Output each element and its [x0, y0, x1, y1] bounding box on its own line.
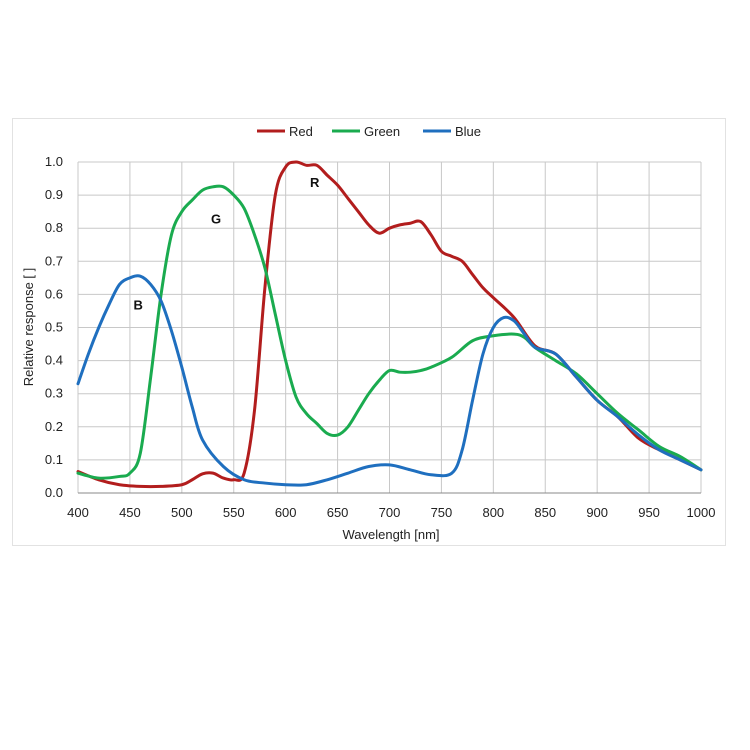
- y-tick-label: 0.0: [45, 485, 63, 500]
- x-tick-label: 450: [119, 505, 141, 520]
- x-tick-labels: 400 450 500 550 600 650 700 750 800 850 900 950 1000: [67, 505, 715, 520]
- x-tick-label: 850: [534, 505, 556, 520]
- legend-label: Red: [289, 124, 313, 139]
- y-tick-labels: 0.0 0.1 0.2 0.3 0.4 0.5 0.6 0.7 0.8 0.9 1.0: [45, 154, 63, 500]
- x-tick-label: 700: [379, 505, 401, 520]
- y-tick-label: 0.5: [45, 320, 63, 335]
- x-tick-label: 600: [275, 505, 297, 520]
- y-tick-label: 0.4: [45, 353, 63, 368]
- x-tick-label: 750: [431, 505, 453, 520]
- annotation-b: B: [134, 297, 143, 312]
- x-tick-label: 950: [638, 505, 660, 520]
- legend: Red Green Blue: [257, 124, 481, 139]
- y-tick-label: 0.2: [45, 419, 63, 434]
- series-lines: [76, 160, 703, 489]
- annotation-g: G: [211, 211, 221, 226]
- chart-frame: [12, 118, 726, 546]
- x-tick-label: 400: [67, 505, 89, 520]
- x-axis-label: Wavelength [nm]: [342, 527, 439, 542]
- legend-item-blue: Blue: [423, 124, 481, 139]
- y-tick-label: 1.0: [45, 154, 63, 169]
- annotation-r: R: [310, 175, 320, 190]
- x-tick-label: 550: [223, 505, 245, 520]
- legend-item-red: Red: [257, 124, 313, 139]
- legend-label: Blue: [455, 124, 481, 139]
- series-line-blue: [76, 274, 703, 487]
- y-tick-label: 0.9: [45, 187, 63, 202]
- x-tick-label: 1000: [687, 505, 716, 520]
- x-tick-label: 900: [586, 505, 608, 520]
- y-tick-label: 0.3: [45, 386, 63, 401]
- x-tick-label: 650: [327, 505, 349, 520]
- y-tick-label: 0.1: [45, 452, 63, 467]
- grid: [77, 161, 702, 494]
- x-tick-label: 500: [171, 505, 193, 520]
- y-tick-label: 0.6: [45, 286, 63, 301]
- y-tick-label: 0.7: [45, 253, 63, 268]
- legend-label: Green: [364, 124, 400, 139]
- legend-item-green: Green: [332, 124, 400, 139]
- curve-annotations: R G B: [134, 175, 321, 312]
- y-tick-label: 0.8: [45, 220, 63, 235]
- y-axis-label: Relative response [ ]: [21, 268, 36, 387]
- x-tick-label: 800: [482, 505, 504, 520]
